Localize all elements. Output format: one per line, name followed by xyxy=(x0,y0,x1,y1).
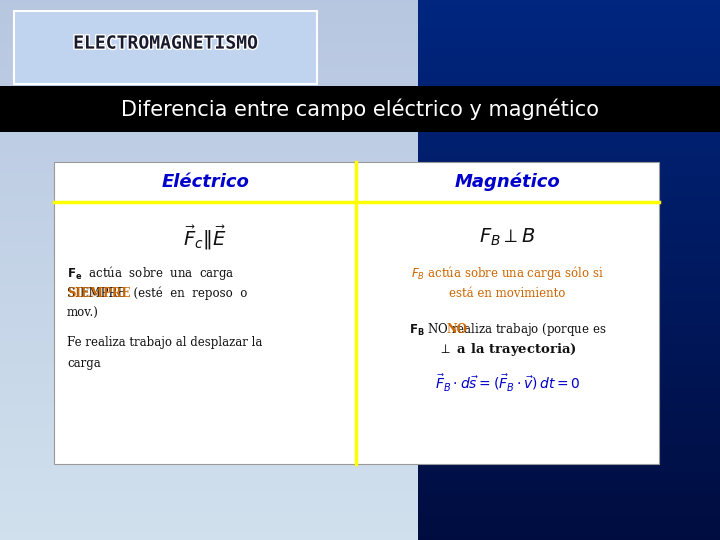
Text: $F_B \perp B$: $F_B \perp B$ xyxy=(480,227,536,248)
Text: Fe realiza trabajo al desplazar la: Fe realiza trabajo al desplazar la xyxy=(67,336,262,349)
Text: Magnético: Magnético xyxy=(455,173,560,192)
Text: ELECTROMAGNETISMO: ELECTROMAGNETISMO xyxy=(73,35,258,52)
Text: está en movimiento: está en movimiento xyxy=(449,287,566,300)
Text: Eléctrico: Eléctrico xyxy=(161,173,249,191)
Bar xyxy=(0,86,720,132)
Text: $F_B$ actúa sobre una carga sólo si: $F_B$ actúa sobre una carga sólo si xyxy=(411,264,604,282)
Text: mov.): mov.) xyxy=(67,307,99,320)
Text: SIEMPRE  (esté  en  reposo  o: SIEMPRE (esté en reposo o xyxy=(67,286,248,300)
Bar xyxy=(14,11,317,84)
Text: NO: NO xyxy=(446,323,467,336)
Text: $\vec{F}_B \cdot d\vec{s} = (\vec{F}_B \cdot \vec{v})\,dt = 0$: $\vec{F}_B \cdot d\vec{s} = (\vec{F}_B \… xyxy=(435,373,580,394)
Text: $\vec{F}_{c}\|\vec{E}$: $\vec{F}_{c}\|\vec{E}$ xyxy=(184,224,227,252)
Bar xyxy=(54,162,659,464)
Text: carga: carga xyxy=(67,357,101,370)
Text: $\mathbf{F_B}$ NO realiza trabajo (porque es: $\mathbf{F_B}$ NO realiza trabajo (porqu… xyxy=(409,321,606,338)
Text: Diferencia entre campo eléctrico y magnético: Diferencia entre campo eléctrico y magné… xyxy=(121,99,599,120)
Text: SIEMPRE: SIEMPRE xyxy=(67,287,130,300)
Text: $\mathbf{F_e}$  actúa  sobre  una  carga: $\mathbf{F_e}$ actúa sobre una carga xyxy=(67,264,235,282)
Text: $\perp$ a la trayectoria): $\perp$ a la trayectoria) xyxy=(438,341,577,359)
